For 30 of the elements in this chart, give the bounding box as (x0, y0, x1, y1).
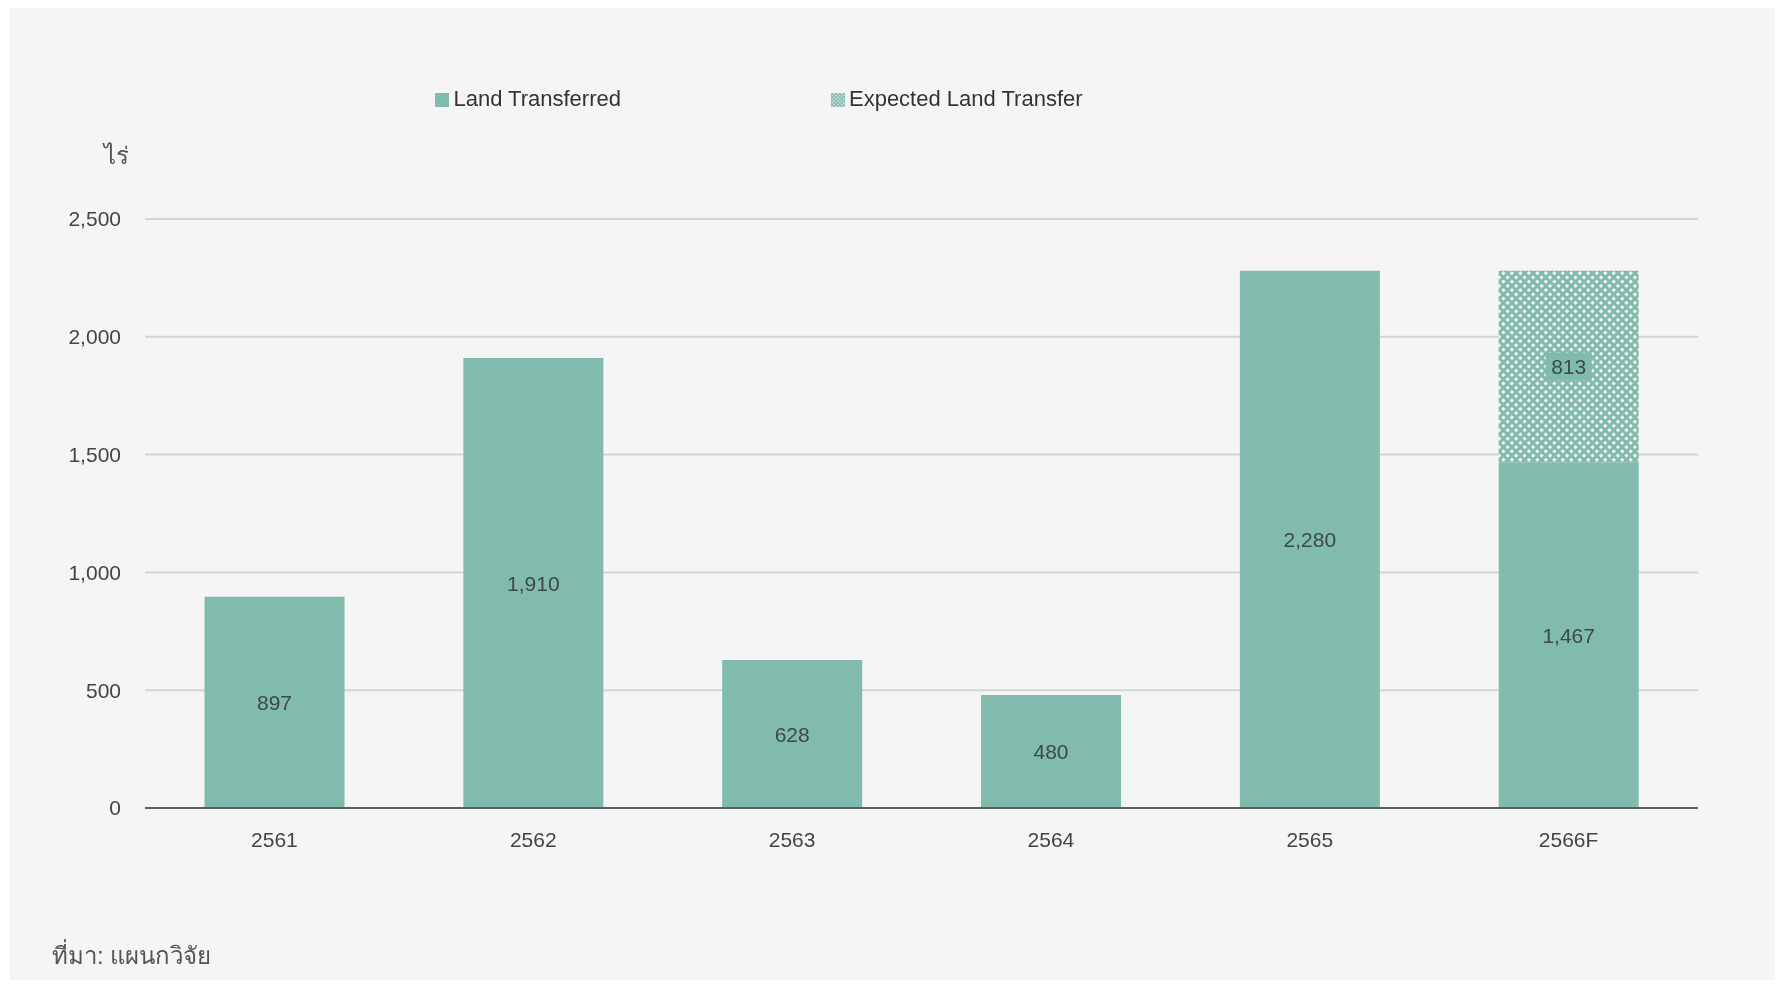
x-tick-label: 2564 (1027, 827, 1075, 851)
x-tick-label: 2566F (1538, 827, 1599, 851)
data-label: 628 (774, 722, 810, 746)
y-tick-label: 1,000 (68, 560, 121, 584)
y-axis-title: ไร่ (104, 141, 129, 171)
bar (204, 596, 345, 808)
data-label: 1,467 (1542, 623, 1595, 647)
bar (1239, 270, 1380, 808)
x-tick-label: 2563 (768, 827, 816, 851)
bar (981, 694, 1122, 808)
data-label: 1,910 (507, 571, 560, 595)
bar (722, 660, 863, 808)
legend-label: Expected Land Transfer (848, 86, 1083, 111)
y-tick-label: 2,000 (68, 325, 121, 349)
x-tick-label: 2562 (509, 827, 557, 851)
bar (1498, 462, 1639, 808)
text: ที่มา: แผนกวิจัย (52, 938, 212, 971)
data-label: 480 (1033, 739, 1069, 763)
y-tick-label: 1,500 (68, 443, 121, 467)
data-label: 2,280 (1283, 527, 1337, 551)
bar (463, 358, 604, 808)
bar (1498, 270, 1639, 463)
y-tick-label: 2,500 (68, 207, 121, 231)
x-tick-label: 2561 (251, 827, 298, 851)
legend-label: Land Transferred (453, 86, 621, 111)
y-tick-label: 500 (85, 678, 121, 702)
y-tick-label: 0 (109, 796, 121, 820)
x-tick-label: 2565 (1286, 827, 1334, 851)
data-label: 813 (1551, 355, 1587, 379)
data-label: 897 (257, 690, 293, 714)
